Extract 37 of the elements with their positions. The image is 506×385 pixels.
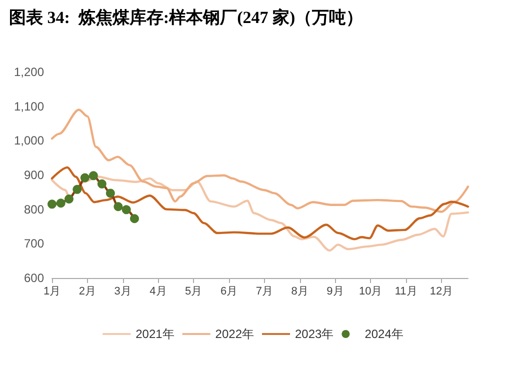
y-tick-label: 700	[24, 236, 44, 251]
point	[130, 214, 139, 224]
y-tick-label: 1,000	[14, 134, 44, 148]
legend-label: 2023年	[295, 327, 334, 341]
line-series	[50, 166, 470, 240]
x-tick-label: 3月	[114, 286, 132, 298]
x-tick-label: 12月	[430, 286, 454, 298]
y-tick-label: 1,200	[14, 65, 44, 79]
x-tick-label: 8月	[291, 286, 308, 298]
legend-label: 2021年	[136, 327, 174, 341]
point	[88, 171, 98, 180]
x-tick-label: 5月	[185, 286, 202, 298]
y-tick-label: 1,100	[14, 99, 44, 114]
y-tick-label: 800	[24, 202, 44, 216]
point	[106, 188, 115, 198]
x-tick-label: 7月	[256, 286, 273, 298]
y-tick-label: 900	[24, 168, 44, 182]
point	[80, 173, 90, 182]
x-tick-label: 1月	[43, 286, 61, 298]
x-tick-label: 2月	[78, 286, 96, 298]
chart-title: 图表 34: 炼焦煤库存:样本钢厂(247 家)（万吨）	[9, 8, 364, 27]
point	[56, 198, 66, 208]
x-tick-label: 4月	[150, 286, 167, 298]
legend-label: 2024年	[364, 327, 404, 341]
legend-label: 2022年	[215, 327, 254, 341]
x-tick-label: 6月	[220, 286, 238, 298]
point	[97, 179, 106, 188]
x-tick-label: 10月	[359, 286, 382, 298]
x-tick-label: 11月	[394, 286, 418, 298]
point	[114, 202, 123, 212]
point	[72, 184, 82, 194]
point	[64, 194, 74, 204]
line-series	[50, 108, 470, 213]
point	[48, 200, 56, 209]
point	[122, 205, 131, 214]
x-tick-label: 9月	[326, 286, 344, 298]
y-tick-label: 600	[24, 271, 44, 285]
